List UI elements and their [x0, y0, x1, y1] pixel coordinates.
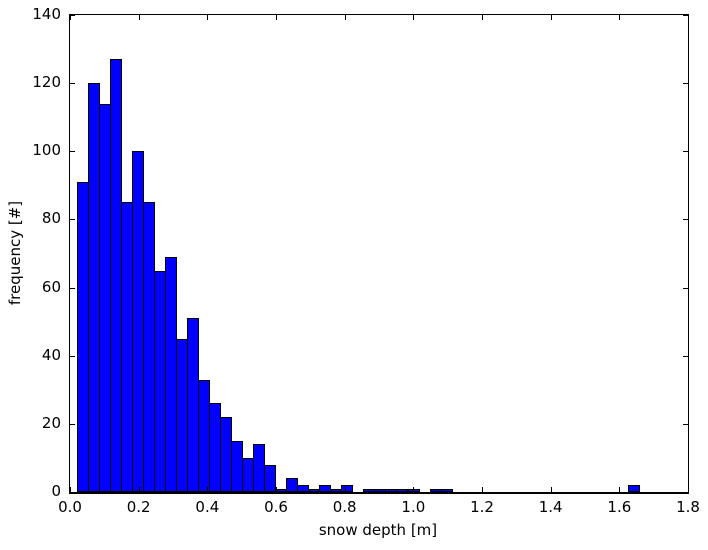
- y-tick-mark: [683, 492, 688, 493]
- y-tick-label: 100: [32, 141, 61, 160]
- x-tick-mark: [619, 15, 621, 20]
- x-tick-mark: [482, 487, 483, 492]
- x-tick-label: 1.2: [470, 498, 494, 516]
- histogram-bar: [341, 485, 354, 492]
- y-tick-mark: [70, 355, 75, 357]
- x-tick-label: 0.8: [332, 498, 357, 516]
- histogram-bar: [286, 478, 299, 492]
- histogram-bar: [264, 464, 277, 492]
- x-tick-label: 1.8: [676, 498, 700, 516]
- y-tick-label: 40: [41, 345, 61, 364]
- y-tick-label: 60: [41, 277, 61, 296]
- x-tick-label: 0.6: [264, 498, 288, 516]
- y-tick-mark: [70, 492, 75, 493]
- y-tick-mark: [683, 423, 688, 425]
- y-tick-mark: [70, 151, 75, 153]
- x-tick-mark: [482, 15, 483, 20]
- x-tick-mark: [550, 487, 552, 492]
- x-tick-mark: [344, 15, 346, 20]
- x-tick-mark: [276, 15, 277, 20]
- y-tick-label: 80: [41, 209, 61, 228]
- x-tick-mark: [276, 487, 277, 492]
- x-tick-mark: [619, 487, 621, 492]
- x-tick-mark: [413, 15, 415, 20]
- y-tick-mark: [70, 83, 75, 85]
- y-tick-mark: [683, 83, 688, 85]
- x-tick-mark: [207, 487, 209, 492]
- x-tick-mark: [413, 487, 415, 492]
- y-tick-mark: [683, 287, 688, 289]
- plot-area: [69, 14, 689, 494]
- y-tick-label: 140: [32, 5, 61, 23]
- x-tick-label: 0.2: [126, 498, 151, 516]
- x-tick-mark: [138, 15, 140, 20]
- y-tick-label: 0: [51, 482, 61, 500]
- x-tick-label: 0.0: [58, 498, 82, 516]
- y-tick-mark: [70, 15, 75, 16]
- x-tick-label: 1.0: [401, 498, 426, 516]
- histogram-bar: [440, 488, 453, 492]
- x-tick-mark: [207, 15, 209, 20]
- y-tick-mark: [683, 219, 688, 221]
- x-tick-label: 1.4: [538, 498, 563, 516]
- y-tick-label: 20: [41, 413, 61, 432]
- x-tick-mark: [550, 15, 552, 20]
- x-tick-label: 1.6: [607, 498, 632, 516]
- y-tick-label: 120: [32, 73, 61, 92]
- y-tick-mark: [683, 151, 688, 153]
- x-axis-label: snow depth [m]: [318, 521, 438, 539]
- x-tick-mark: [138, 487, 140, 492]
- y-tick-mark: [70, 219, 75, 221]
- y-tick-mark: [683, 355, 688, 357]
- x-tick-mark: [70, 487, 71, 492]
- y-tick-mark: [70, 287, 75, 289]
- x-tick-mark: [344, 487, 346, 492]
- x-tick-mark: [688, 15, 689, 20]
- y-tick-mark: [70, 423, 75, 425]
- x-tick-mark: [70, 15, 71, 20]
- y-tick-mark: [683, 15, 688, 16]
- x-tick-mark: [688, 487, 689, 492]
- x-tick-label: 0.4: [195, 498, 220, 516]
- histogram-bar: [627, 485, 640, 492]
